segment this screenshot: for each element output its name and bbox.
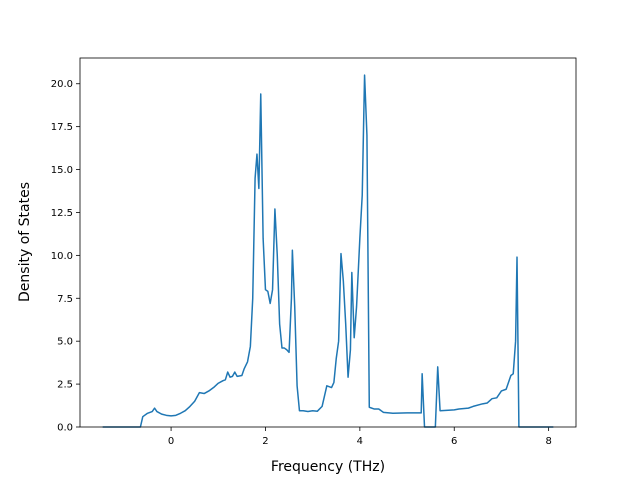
y-tick-label: 10.0 bbox=[51, 251, 73, 262]
y-tick-label: 2.5 bbox=[57, 380, 73, 391]
y-tick-label: 17.5 bbox=[51, 122, 73, 133]
x-axis-label: Frequency (THz) bbox=[271, 459, 385, 475]
x-tick-label: 8 bbox=[545, 436, 551, 447]
y-axis-label: Density of States bbox=[17, 182, 33, 302]
x-tick-label: 4 bbox=[357, 436, 363, 447]
x-tick-label: 0 bbox=[168, 436, 174, 447]
y-tick-label: 0.0 bbox=[57, 423, 73, 434]
line-series bbox=[102, 74, 554, 428]
y-tick-label: 15.0 bbox=[51, 165, 73, 176]
y-tick-label: 12.5 bbox=[51, 208, 73, 219]
y-tick-label: 20.0 bbox=[51, 79, 73, 90]
x-tick-label: 2 bbox=[262, 436, 268, 447]
plot-frame bbox=[79, 57, 577, 428]
y-tick-label: 7.5 bbox=[57, 294, 73, 305]
y-tick-label: 5.0 bbox=[57, 337, 73, 348]
x-tick-label: 6 bbox=[451, 436, 457, 447]
